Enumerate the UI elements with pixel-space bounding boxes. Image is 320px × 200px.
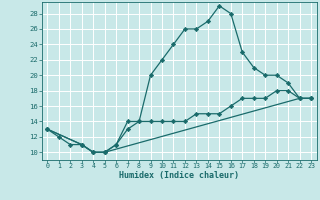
X-axis label: Humidex (Indice chaleur): Humidex (Indice chaleur)	[119, 171, 239, 180]
